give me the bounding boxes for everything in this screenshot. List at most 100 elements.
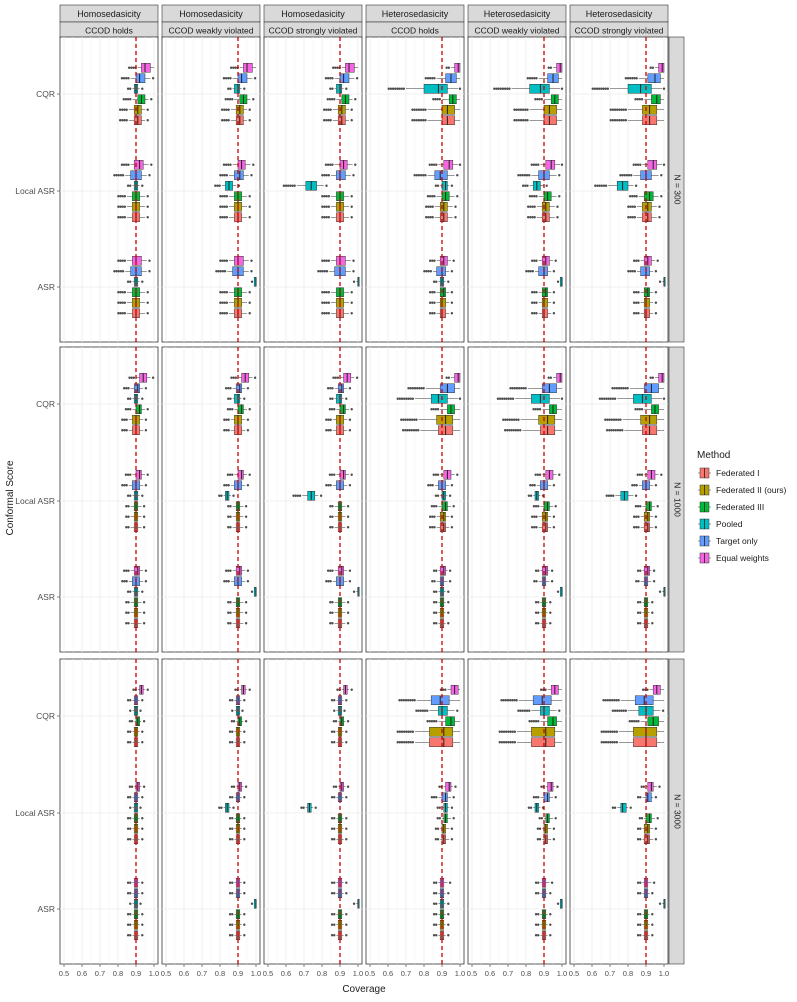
outlier-point bbox=[622, 119, 625, 122]
outlier-point bbox=[350, 195, 353, 198]
outlier-point bbox=[503, 397, 506, 400]
outlier-point bbox=[326, 163, 330, 166]
outlier-point bbox=[286, 184, 290, 187]
outlier-point bbox=[432, 934, 436, 937]
box-asr-pooled bbox=[556, 277, 563, 287]
outlier-point bbox=[289, 184, 292, 187]
box-local-asr-federated-ii-ours- bbox=[627, 202, 661, 212]
outlier-point bbox=[524, 387, 527, 390]
outlier-point bbox=[230, 785, 234, 788]
outlier-point bbox=[521, 119, 525, 122]
outlier-point bbox=[654, 312, 658, 315]
outlier-point bbox=[230, 376, 233, 379]
box-body bbox=[541, 287, 548, 297]
outlier-point bbox=[141, 934, 144, 937]
outlier-point bbox=[639, 505, 642, 508]
outlier-point bbox=[148, 174, 151, 177]
outlier-point bbox=[622, 108, 625, 111]
outlier-point bbox=[141, 817, 144, 820]
y-tick-label-asr: ASR bbox=[38, 592, 55, 602]
outlier-point bbox=[628, 77, 632, 80]
outlier-point bbox=[327, 174, 331, 177]
outlier-point bbox=[423, 709, 427, 712]
outlier-point bbox=[326, 98, 329, 101]
outlier-point bbox=[146, 408, 149, 411]
box-local-asr-target-only bbox=[430, 792, 455, 802]
box-cqr-federated-iii bbox=[328, 404, 353, 414]
outlier-point bbox=[448, 569, 452, 572]
box-cqr-federated-ii-ours- bbox=[604, 415, 664, 425]
outlier-point bbox=[450, 526, 454, 529]
outlier-point bbox=[129, 730, 132, 733]
outlier-point bbox=[558, 195, 561, 198]
outlier-point bbox=[117, 205, 120, 208]
outlier-point bbox=[411, 108, 414, 111]
outlier-point bbox=[129, 806, 132, 809]
box-cqr-federated-ii-ours- bbox=[498, 727, 562, 737]
outlier-point bbox=[321, 291, 324, 294]
outlier-point bbox=[248, 301, 251, 304]
box-body bbox=[336, 256, 346, 266]
box-asr-pooled bbox=[250, 277, 257, 287]
outlier-point bbox=[517, 418, 520, 421]
panel-r2-c0 bbox=[59, 658, 159, 965]
outlier-point bbox=[539, 688, 543, 691]
box-local-asr-equal-weights bbox=[432, 470, 459, 480]
box-cqr-federated-ii-ours- bbox=[513, 105, 562, 115]
outlier-point bbox=[117, 259, 120, 262]
outlier-point bbox=[537, 622, 540, 625]
outlier-point bbox=[531, 205, 534, 208]
outlier-point bbox=[640, 785, 643, 788]
outlier-point bbox=[662, 397, 666, 400]
outlier-point bbox=[319, 494, 323, 497]
panel-r1-c4 bbox=[467, 346, 567, 653]
box-local-asr-target-only bbox=[532, 792, 557, 802]
outlier-point bbox=[328, 98, 332, 101]
outlier-point bbox=[436, 473, 440, 476]
outlier-point bbox=[125, 77, 128, 80]
outlier-point bbox=[646, 688, 649, 691]
box-cqr-equal-weights bbox=[547, 63, 563, 73]
outlier-point bbox=[346, 611, 350, 614]
outlier-point bbox=[407, 730, 410, 733]
outlier-point bbox=[558, 709, 561, 712]
outlier-point bbox=[348, 418, 352, 421]
outlier-point bbox=[512, 429, 515, 432]
y-tick-label-local-asr: Local ASR bbox=[15, 496, 55, 506]
box-local-asr-equal-weights bbox=[328, 470, 353, 480]
column-strip-bottom-label-1: CCOD weakly violated bbox=[168, 26, 253, 36]
outlier-point bbox=[223, 259, 226, 262]
outlier-point bbox=[413, 108, 416, 111]
box-body bbox=[643, 191, 654, 201]
outlier-point bbox=[323, 259, 326, 262]
outlier-point bbox=[556, 205, 559, 208]
outlier-point bbox=[432, 611, 436, 614]
outlier-point bbox=[350, 312, 353, 315]
outlier-point bbox=[454, 785, 457, 788]
outlier-point bbox=[606, 418, 609, 421]
outlier-point bbox=[329, 397, 332, 400]
outlier-point bbox=[142, 785, 146, 788]
outlier-point bbox=[435, 505, 438, 508]
outlier-point bbox=[246, 387, 250, 390]
outlier-point bbox=[639, 892, 642, 895]
outlier-point bbox=[129, 881, 132, 884]
outlier-point bbox=[432, 98, 435, 101]
outlier-point bbox=[429, 216, 432, 219]
outlier-point bbox=[535, 580, 538, 583]
outlier-point bbox=[631, 205, 634, 208]
outlier-point bbox=[122, 569, 126, 572]
outlier-point bbox=[141, 397, 144, 400]
outlier-point bbox=[325, 108, 328, 111]
outlier-point bbox=[350, 108, 353, 111]
outlier-point bbox=[534, 569, 538, 572]
outlier-point bbox=[146, 688, 149, 691]
box-local-asr-pooled bbox=[594, 181, 638, 191]
outlier-point bbox=[540, 785, 543, 788]
outlier-point bbox=[435, 622, 438, 625]
outlier-point bbox=[227, 397, 230, 400]
outlier-point bbox=[404, 429, 407, 432]
outlier-point bbox=[532, 408, 535, 411]
box-body bbox=[132, 256, 142, 266]
outlier-point bbox=[250, 174, 253, 177]
